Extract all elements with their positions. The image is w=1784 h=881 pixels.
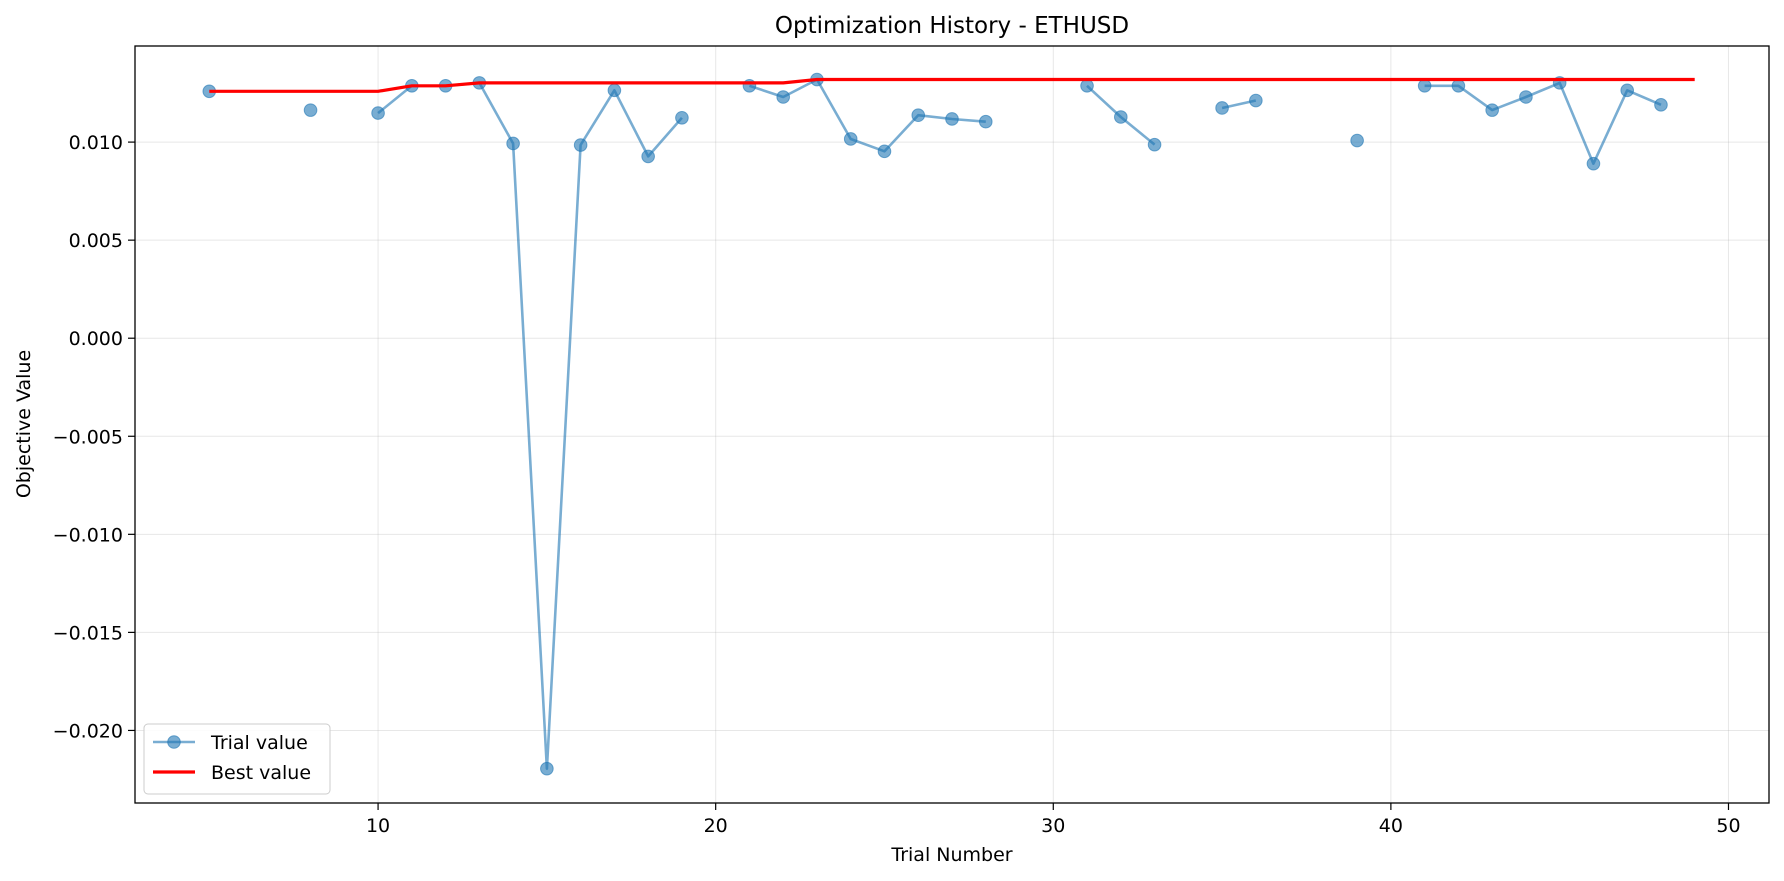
trial-value-point	[843, 132, 858, 146]
y-tick-label: −0.010	[53, 524, 123, 546]
x-tick-label: 40	[1379, 815, 1403, 837]
trial-value-point	[573, 138, 588, 152]
trial-value-point	[877, 144, 892, 159]
trial-value-point	[1114, 110, 1128, 124]
legend: Trial value Best value	[143, 723, 331, 795]
trial-value-point	[506, 136, 520, 151]
x-tick-label: 10	[366, 815, 390, 837]
chart-title: Optimization History - ETHUSD	[775, 13, 1129, 39]
trial-value-point	[1147, 137, 1162, 152]
x-tick-label: 50	[1716, 815, 1740, 837]
y-tick-label: 0.005	[69, 230, 123, 252]
series-layer	[202, 72, 1695, 776]
x-tick-label: 20	[704, 815, 728, 837]
y-tick-label: −0.005	[53, 426, 123, 448]
x-axis-title: Trial Number	[890, 844, 1012, 866]
trial-value-point	[1485, 103, 1499, 117]
trial-value-point	[945, 112, 959, 126]
trial-value-point	[1215, 101, 1229, 115]
trial-value-line	[1424, 81, 1662, 165]
trial-value-point	[1350, 133, 1364, 148]
trial-value-point	[1519, 90, 1533, 104]
y-tick-label: 0.000	[69, 328, 123, 350]
trial-value-point	[1249, 93, 1263, 108]
trial-value-point	[978, 114, 993, 129]
trial-value-point	[675, 110, 689, 125]
x-tick-label: 30	[1041, 815, 1065, 837]
trial-value-point	[607, 83, 622, 98]
y-tick-label: −0.020	[53, 720, 123, 742]
trial-value-point	[1451, 79, 1466, 93]
trial-value-point	[371, 106, 385, 120]
axis-ticks: 10 20 30 40 50 −0.020 −0.015 −0.010 −0.005 0.000 0…	[53, 132, 1741, 837]
trial-value-point	[1417, 79, 1432, 93]
trial-value-point	[1080, 79, 1094, 93]
trial-value-point	[303, 103, 318, 117]
trial-value-point	[1654, 98, 1668, 112]
trial-value-point	[540, 761, 554, 776]
trial-value-point	[911, 108, 926, 123]
grid	[135, 46, 1769, 803]
y-tick-label: 0.010	[69, 132, 123, 154]
trial-value-point	[641, 149, 655, 164]
trial-value-point	[1586, 156, 1601, 171]
legend-label-best-value: Best value	[211, 762, 311, 784]
trial-value-point	[1620, 83, 1635, 98]
legend-trial-marker	[167, 735, 181, 749]
y-axis-title: Objective Value	[13, 350, 35, 498]
y-tick-label: −0.015	[53, 622, 123, 644]
legend-label-trial-value: Trial value	[210, 732, 308, 754]
plot-area-frame	[134, 45, 1770, 804]
best-value-line	[209, 77, 1695, 93]
trial-value-point	[776, 90, 790, 104]
